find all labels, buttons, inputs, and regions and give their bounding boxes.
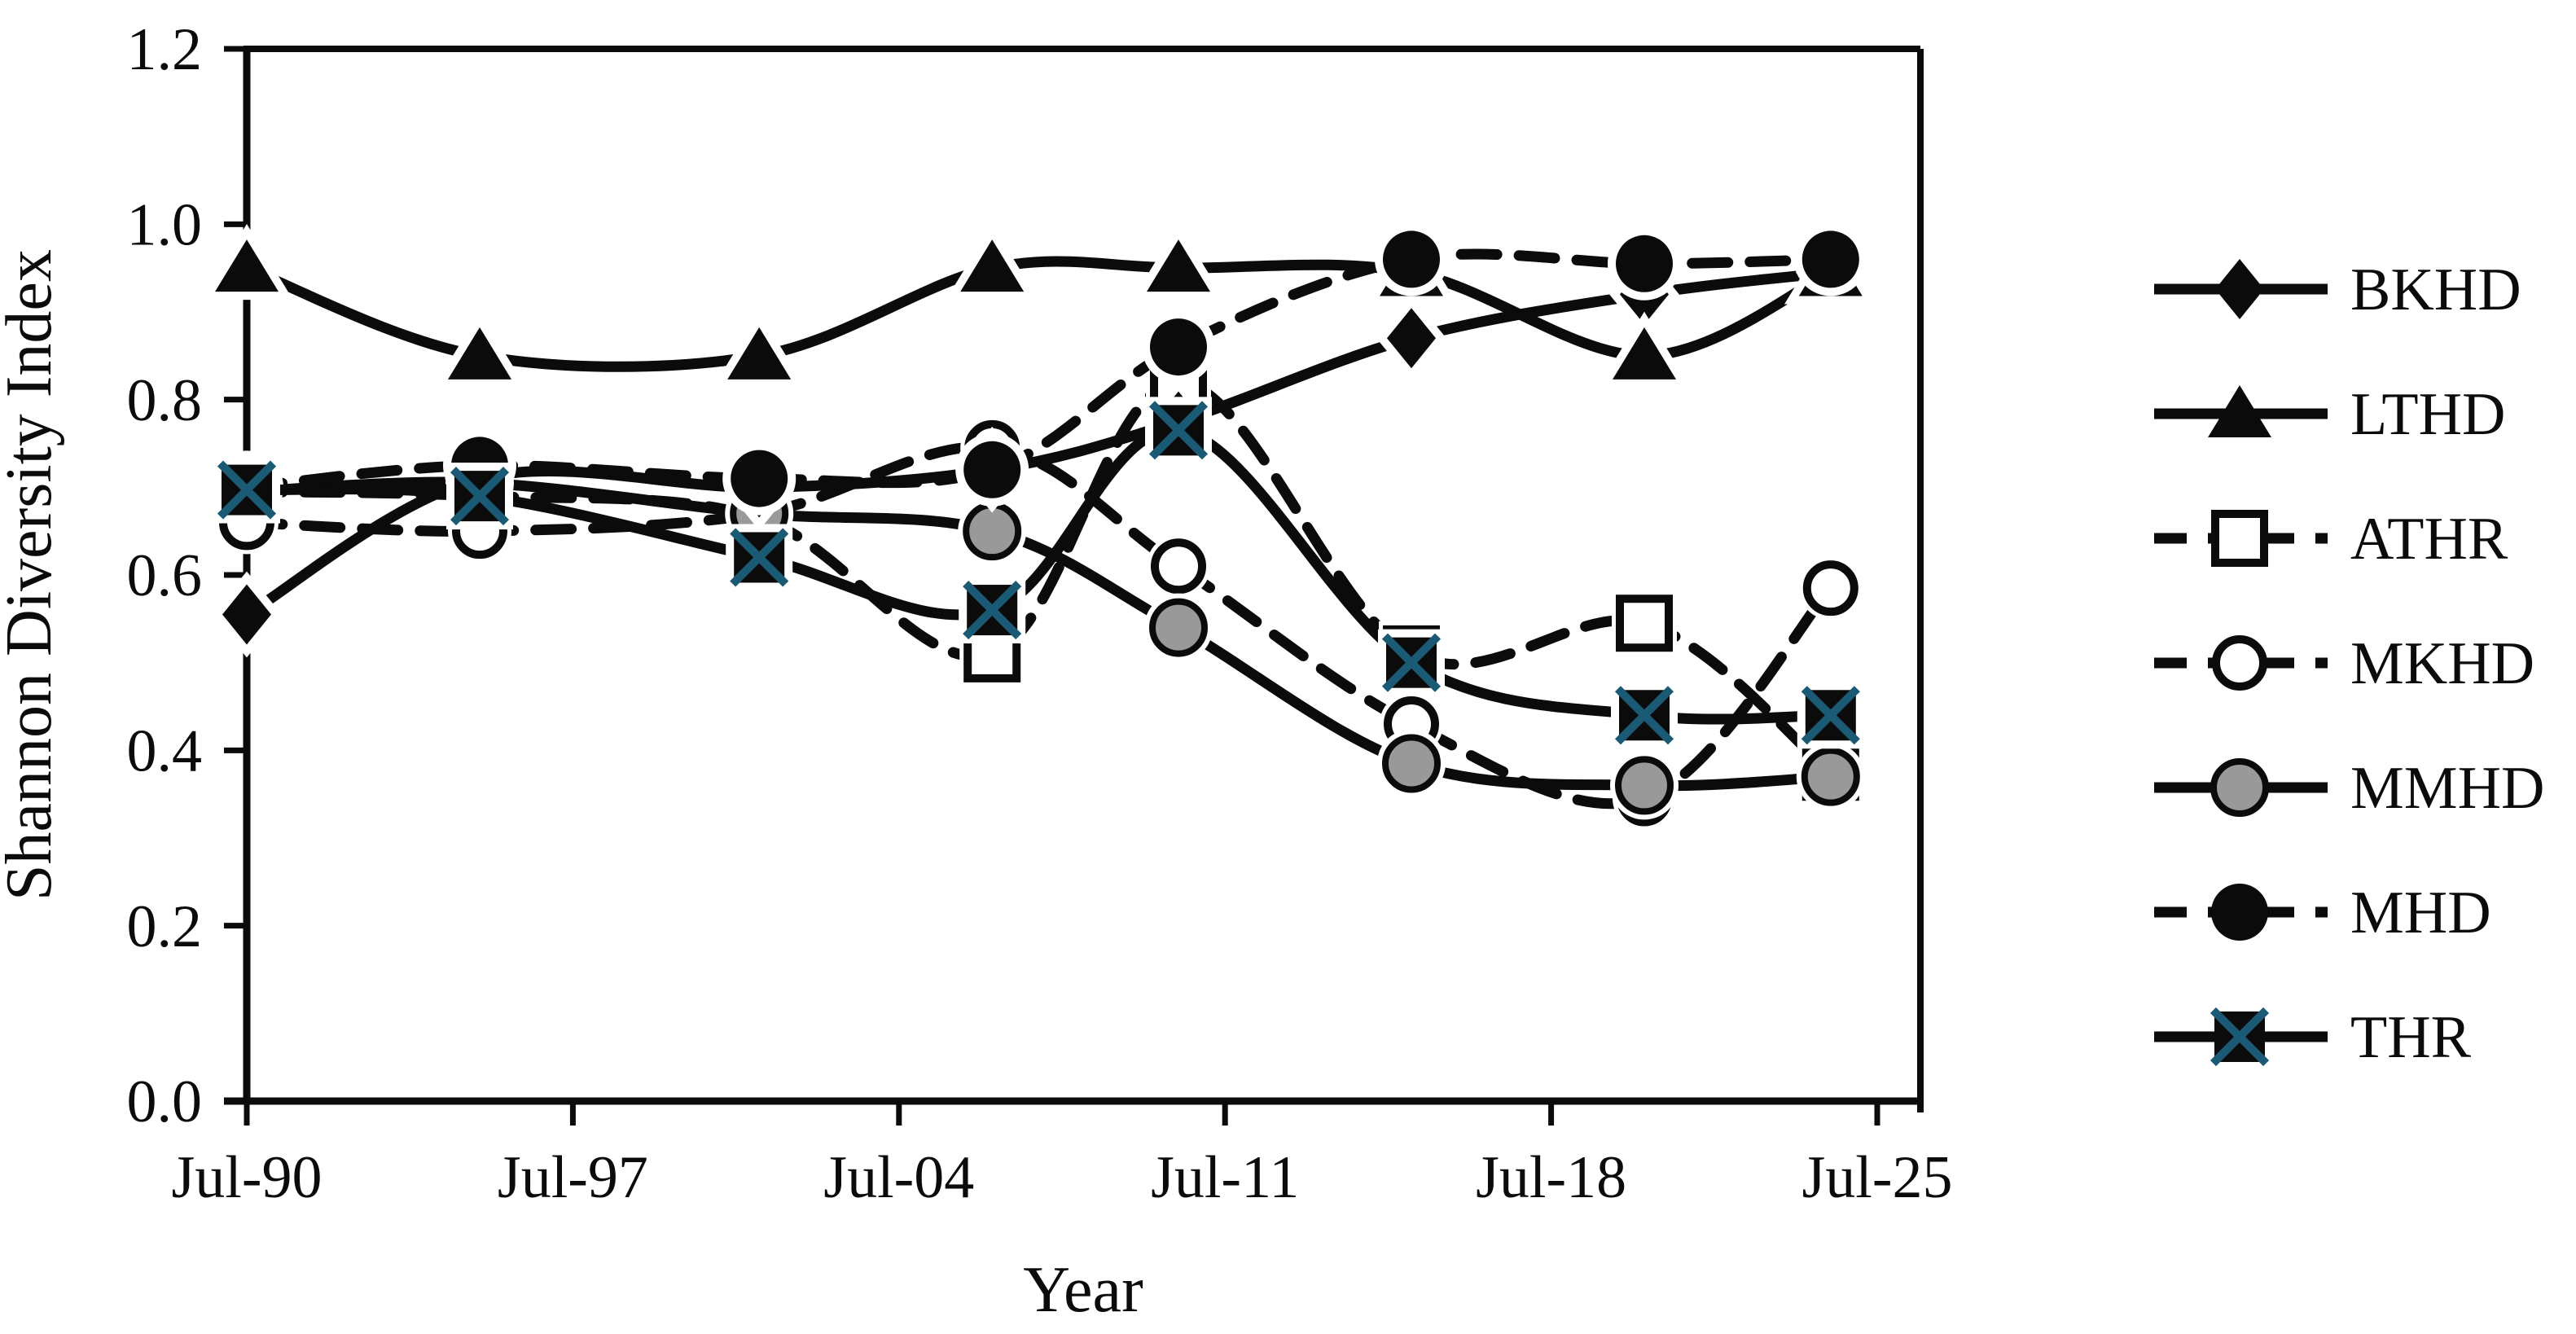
x-axis-title: Year <box>1023 1254 1143 1326</box>
y-tick-label: 0.0 <box>127 1069 203 1135</box>
y-tick-label: 1.0 <box>127 191 203 258</box>
y-tick-label: 0.6 <box>127 542 203 609</box>
legend-item-MHD: MHD <box>2154 880 2491 946</box>
y-tick-label: 1.2 <box>127 16 203 83</box>
legend-item-ATHR: ATHR <box>2154 506 2508 573</box>
y-axis-title: Shannon Diversity Index <box>0 249 65 901</box>
x-tick-label: Jul-18 <box>1476 1144 1626 1211</box>
series-THR <box>213 397 1864 749</box>
tick-labels: 0.0 0.2 0.4 0.6 0.8 1.0 1.2 Jul-90 Jul-97 Jul-04 J… <box>127 16 1953 1211</box>
plot-border <box>224 46 1924 1112</box>
x-tick-label: Jul-11 <box>1151 1144 1299 1211</box>
x-tick-label: Jul-90 <box>172 1144 323 1211</box>
legend-label-MMHD: MMHD <box>2350 755 2544 822</box>
legend-label-LTHD: LTHD <box>2350 381 2506 448</box>
x-tick-label: Jul-25 <box>1802 1144 1953 1211</box>
legend-label-THR: THR <box>2350 1004 2472 1071</box>
legend-label-MKHD: MKHD <box>2350 630 2534 697</box>
y-tick-label: 0.4 <box>127 717 203 784</box>
legend-item-MKHD: MKHD <box>2154 630 2534 697</box>
legend-label-BKHD: BKHD <box>2350 257 2521 323</box>
axis-ticks <box>224 46 1880 1126</box>
x-tick-label: Jul-04 <box>823 1144 974 1211</box>
legend-label-MHD: MHD <box>2350 880 2491 946</box>
legend-label-ATHR: ATHR <box>2350 506 2508 573</box>
legend-item-LTHD: LTHD <box>2154 381 2506 448</box>
legend-item-MMHD: MMHD <box>2154 755 2544 822</box>
markers-THR <box>213 397 1864 749</box>
y-tick-label: 0.2 <box>127 893 203 960</box>
legend-item-THR: THR <box>2154 1004 2472 1071</box>
legend: BKHD LTHD ATHR MKHD MMHD MHD THR <box>2154 257 2544 1071</box>
legend-item-BKHD: BKHD <box>2154 257 2521 323</box>
y-tick-label: 0.8 <box>127 367 203 434</box>
series-layer <box>200 222 1877 831</box>
x-tick-label: Jul-97 <box>498 1144 648 1211</box>
